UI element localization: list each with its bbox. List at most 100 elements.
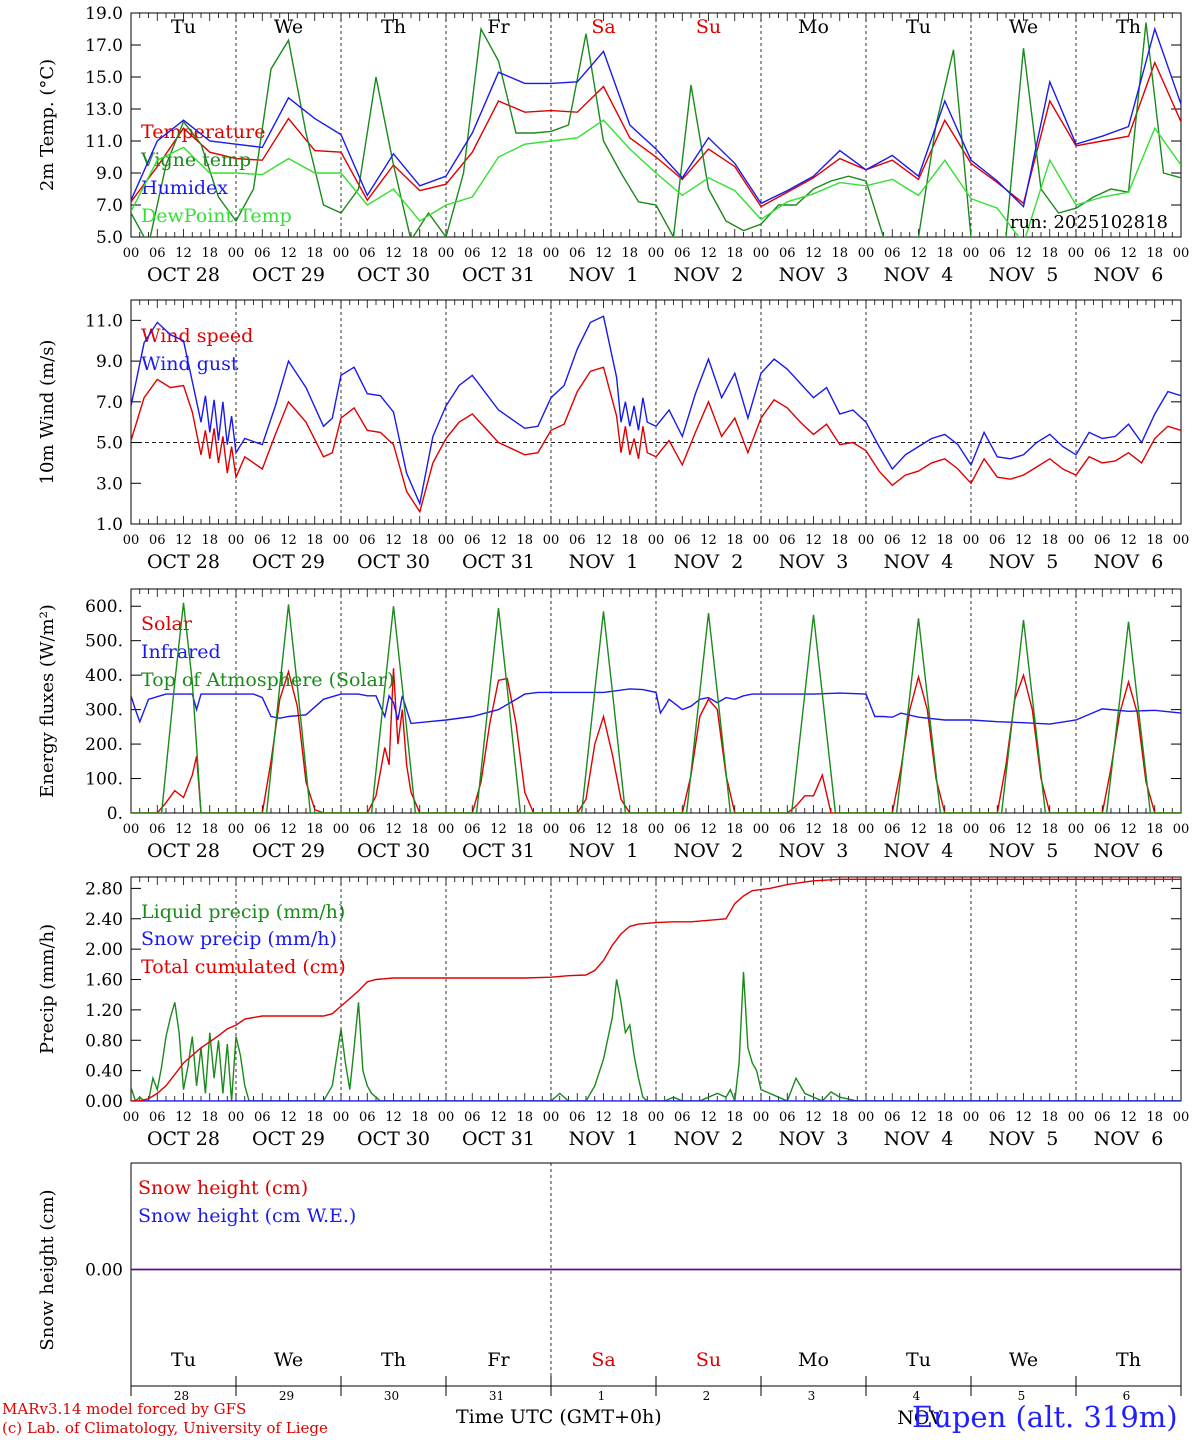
hour-tick-label: 00 [963, 822, 980, 837]
y-tick-label: 9.0 [96, 352, 123, 372]
hour-tick-label: 00 [753, 533, 770, 548]
hour-tick-label: 12 [385, 822, 402, 837]
hour-tick-label: 06 [989, 822, 1006, 837]
hour-tick-label: 18 [306, 1110, 323, 1125]
day-number-label: 29 [279, 1389, 294, 1403]
legend-entry: Infrared [141, 641, 221, 663]
legend-entry: Liquid precip (mm/h) [141, 901, 345, 923]
hour-tick-label: 06 [884, 533, 901, 548]
day-name-label: Sa [591, 1349, 615, 1371]
hour-tick-label: 18 [1146, 246, 1163, 261]
hour-tick-label: 18 [621, 246, 638, 261]
day-name-label: Mo [798, 16, 829, 38]
y-axis-title: 10m Wind (m/s) [37, 340, 58, 485]
legend-entry: Snow precip (mm/h) [141, 928, 337, 950]
hour-tick-label: 00 [648, 1110, 665, 1125]
day-number-label: 31 [489, 1389, 504, 1403]
hour-tick-label: 00 [963, 533, 980, 548]
day-name-label: Sa [591, 16, 615, 38]
hour-tick-label: 18 [201, 533, 218, 548]
panel-wind: 00 06 12 18 OCT 28 00 06 12 18 OCT 29 00 06 12 18 OCT … [37, 299, 1189, 573]
day-name-label: Th [381, 1349, 406, 1371]
y-tick-label: 19.0 [85, 4, 123, 24]
day-name-label: We [274, 1349, 303, 1371]
hour-tick-label: 18 [411, 246, 428, 261]
series-line-solar [131, 668, 1181, 813]
day-number-label: 3 [808, 1389, 816, 1403]
hour-tick-label: 06 [359, 822, 376, 837]
hour-tick-label: 12 [175, 1110, 192, 1125]
hour-tick-label: 06 [674, 533, 691, 548]
model-credit-line1: MARv3.14 model forced by GFS [2, 1400, 247, 1418]
model-credit: MARv3.14 model forced by GFS (c) Lab. of… [2, 1400, 328, 1438]
hour-tick-label: 12 [595, 246, 612, 261]
date-label: NOV 1 [569, 840, 639, 862]
hour-tick-label: 00 [858, 246, 875, 261]
date-label: NOV 2 [674, 1128, 744, 1150]
hour-tick-label: 00 [543, 822, 560, 837]
hour-tick-label: 18 [936, 822, 953, 837]
hour-tick-label: 06 [884, 1110, 901, 1125]
legend-entry: Temperature [141, 121, 265, 143]
hour-tick-label: 18 [936, 533, 953, 548]
hour-tick-label: 18 [1041, 822, 1058, 837]
day-name-label: Th [381, 16, 406, 38]
y-tick-label: 17.0 [85, 36, 123, 56]
date-label: OCT 30 [357, 551, 430, 573]
hour-tick-label: 06 [359, 246, 376, 261]
hour-tick-label: 00 [123, 533, 140, 548]
hour-tick-label: 18 [411, 1110, 428, 1125]
hour-tick-label: 18 [1146, 822, 1163, 837]
hour-tick-label: 12 [280, 1110, 297, 1125]
hour-tick-label: 06 [149, 246, 166, 261]
hour-tick-label: 00 [648, 246, 665, 261]
series-line-total-cumulated-cm [131, 878, 1181, 1101]
hour-tick-label: 12 [595, 1110, 612, 1125]
hour-tick-label: 18 [306, 533, 323, 548]
day-name-label: Su [696, 1349, 721, 1371]
hour-tick-label: 12 [385, 533, 402, 548]
hour-tick-label: 06 [1094, 246, 1111, 261]
date-label: NOV 3 [779, 551, 849, 573]
hour-tick-label: 12 [1015, 246, 1032, 261]
y-tick-label: 9.0 [96, 164, 123, 184]
hour-tick-label: 12 [700, 533, 717, 548]
series-line-liquid-precip-mm-h [131, 971, 1181, 1101]
day-number-label: 5 [1018, 1389, 1026, 1403]
y-tick-label: 5.0 [96, 434, 123, 454]
date-label: NOV 4 [884, 551, 954, 573]
hour-tick-label: 12 [490, 822, 507, 837]
y-tick-label: 11.0 [85, 311, 123, 331]
hour-tick-label: 18 [621, 822, 638, 837]
y-tick-label: 2.80 [85, 879, 123, 899]
hour-tick-label: 18 [516, 533, 533, 548]
hour-tick-label: 06 [989, 533, 1006, 548]
hour-tick-label: 00 [333, 533, 350, 548]
series-line-vigne-temp [131, 22, 1181, 237]
hour-tick-label: 00 [1173, 1110, 1190, 1125]
hour-tick-label: 00 [858, 1110, 875, 1125]
hour-tick-label: 06 [989, 246, 1006, 261]
hour-tick-label: 06 [674, 246, 691, 261]
day-name-label: Th [1116, 1349, 1141, 1371]
hour-tick-label: 06 [884, 246, 901, 261]
y-tick-label: 0.40 [85, 1062, 123, 1082]
y-tick-label: 0. [107, 804, 123, 824]
hour-tick-label: 00 [1173, 246, 1190, 261]
day-name-label: We [1009, 1349, 1038, 1371]
panel-temp: 00 06 12 18 OCT 28 00 06 12 18 OCT 29 00 06 12 18 OCT … [37, 4, 1189, 286]
hour-tick-label: 12 [700, 246, 717, 261]
y-tick-label: 200. [85, 735, 123, 755]
hour-tick-label: 12 [910, 246, 927, 261]
y-tick-label: 7.0 [96, 196, 123, 216]
hour-tick-label: 12 [1015, 822, 1032, 837]
date-label: NOV 5 [989, 551, 1059, 573]
date-label: OCT 29 [252, 1128, 325, 1150]
hour-tick-label: 00 [123, 246, 140, 261]
y-tick-label: 100. [85, 770, 123, 790]
date-label: NOV 3 [779, 1128, 849, 1150]
hour-tick-label: 18 [516, 1110, 533, 1125]
hour-tick-label: 12 [1015, 1110, 1032, 1125]
y-tick-label: 1.20 [85, 1001, 123, 1021]
